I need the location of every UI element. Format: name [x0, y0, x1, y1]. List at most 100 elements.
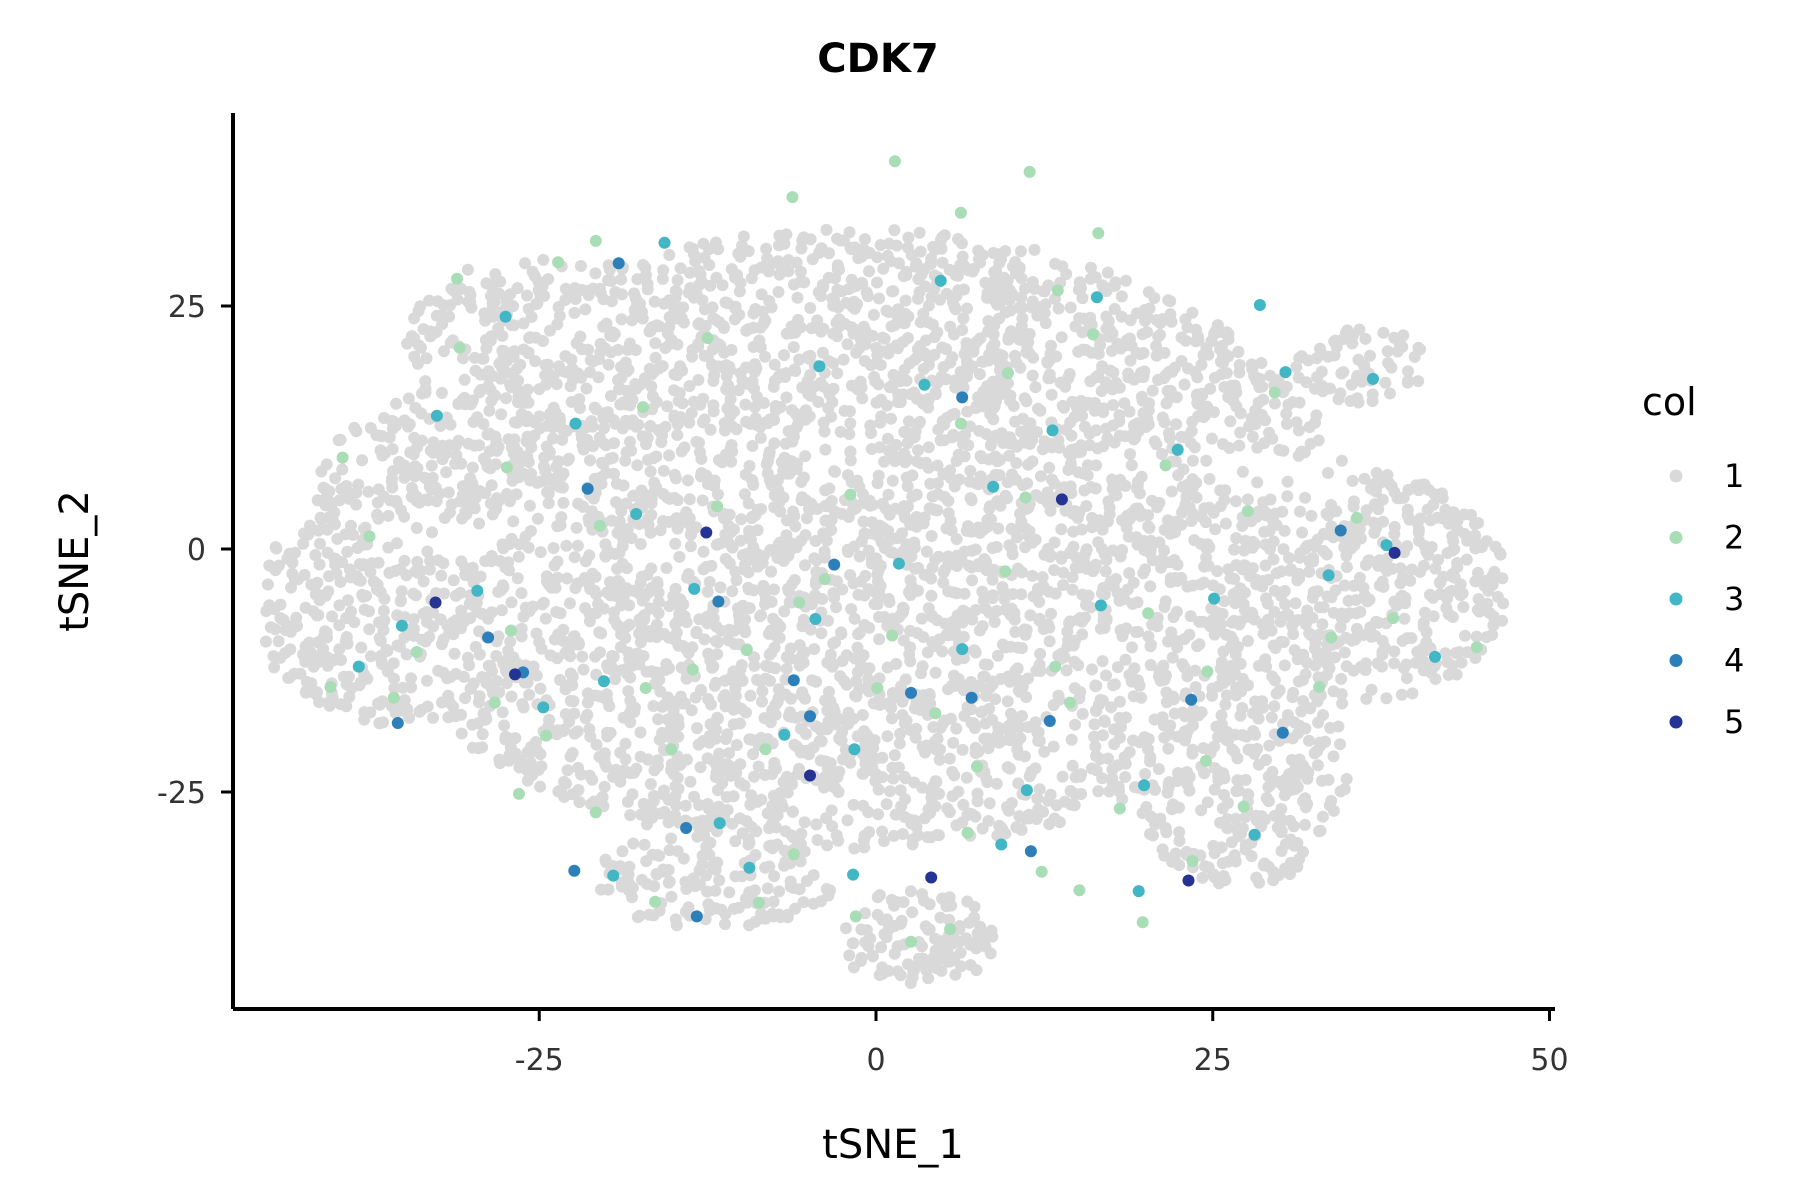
background-cell-point: [674, 593, 687, 606]
background-cell-point: [557, 623, 570, 636]
background-cell-point: [788, 738, 801, 751]
background-cell-point: [620, 562, 633, 575]
background-cell-point: [804, 302, 817, 314]
background-cell-point: [960, 771, 973, 784]
background-cell-point: [1029, 381, 1042, 394]
background-cell-point: [1336, 697, 1349, 710]
background-cell-point: [991, 455, 1004, 468]
background-cell-point: [1076, 707, 1089, 720]
background-cell-point: [310, 609, 323, 622]
background-cell-point: [969, 604, 982, 616]
background-cell-point: [1236, 465, 1249, 478]
background-cell-point: [772, 683, 785, 696]
background-cell-point: [683, 380, 696, 392]
background-cell-point: [1301, 798, 1314, 810]
background-cell-point: [602, 358, 615, 371]
background-cell-point: [557, 467, 570, 480]
background-cell-point: [1246, 562, 1259, 575]
background-cell-point: [1101, 432, 1114, 445]
background-cell-point: [472, 742, 485, 755]
background-cell-point: [602, 259, 615, 272]
background-cell-point: [737, 230, 750, 243]
background-cell-point: [719, 528, 732, 541]
background-cell-point: [400, 648, 413, 661]
background-cell-point: [267, 650, 280, 663]
background-cell-point: [1184, 436, 1197, 449]
background-cell-point: [1334, 621, 1347, 634]
background-cell-point: [974, 332, 987, 345]
background-cell-point: [1246, 362, 1259, 375]
background-cell-point: [1234, 407, 1247, 420]
background-cell-point: [624, 399, 637, 412]
background-cell-point: [644, 602, 657, 615]
background-cell-point: [1377, 326, 1390, 339]
background-cell-point: [1448, 543, 1461, 556]
background-cell-point: [545, 581, 558, 594]
background-cell-point: [881, 432, 894, 445]
background-cell-point: [1026, 369, 1039, 382]
background-cell-point: [826, 660, 839, 673]
background-cell-point: [646, 848, 659, 861]
background-cell-point: [1033, 783, 1046, 796]
background-cell-point: [835, 734, 848, 747]
background-cell-point: [555, 364, 568, 377]
background-cell-point: [1220, 327, 1233, 340]
background-cell-point: [297, 537, 310, 550]
background-cell-point: [842, 706, 855, 719]
background-cell-point: [644, 465, 657, 478]
background-cell-point: [970, 964, 983, 977]
background-cell-point: [1457, 601, 1470, 613]
background-cell-point: [1482, 580, 1495, 593]
background-cell-point: [1101, 282, 1114, 295]
background-cell-point: [1351, 392, 1364, 405]
background-cell-point: [459, 561, 472, 574]
background-cell-point: [1043, 635, 1056, 648]
background-cell-point: [825, 495, 838, 507]
background-cell-point: [1034, 647, 1047, 660]
background-cell-point: [1311, 759, 1324, 772]
background-cell-point: [345, 519, 357, 532]
background-cell-point: [1162, 635, 1174, 648]
background-cell-point: [1264, 493, 1277, 506]
background-cell-point: [592, 598, 605, 610]
background-cell-point: [734, 663, 747, 676]
background-cell-point: [954, 946, 967, 959]
background-cell-point: [663, 294, 676, 307]
background-cell-point: [390, 397, 403, 410]
background-cell-point: [1354, 605, 1367, 618]
background-cell-point: [398, 510, 411, 523]
background-cell-point: [851, 383, 864, 396]
background-cell-point: [1251, 441, 1264, 454]
background-cell-point: [1218, 595, 1231, 608]
background-cell-point: [1400, 672, 1413, 685]
background-cell-point: [1264, 779, 1277, 792]
background-cell-point: [729, 835, 742, 848]
background-cell-point: [1186, 415, 1199, 428]
background-cell-point: [371, 508, 383, 521]
background-cell-point: [1088, 718, 1101, 731]
background-cell-point: [1106, 473, 1119, 486]
background-cell-point: [848, 612, 861, 625]
background-cell-point: [966, 574, 979, 587]
background-cell-point: [1494, 548, 1507, 561]
background-cell-point: [1350, 622, 1363, 635]
background-cell-point: [660, 658, 673, 671]
background-cell-point: [713, 454, 725, 467]
background-cell-point: [899, 772, 912, 785]
background-cell-point: [894, 784, 907, 797]
background-cell-point: [1324, 721, 1337, 734]
background-cell-point: [960, 337, 973, 350]
background-cell-point: [571, 577, 584, 590]
background-cell-point: [824, 884, 836, 897]
background-cell-point: [696, 494, 709, 507]
background-cell-point: [482, 612, 495, 625]
background-cell-point: [692, 374, 705, 386]
background-cell-point: [1123, 567, 1136, 580]
background-cell-point: [1277, 444, 1290, 457]
background-cell-point: [1400, 658, 1413, 671]
background-cell-point: [1365, 683, 1378, 696]
background-cell-point: [1018, 623, 1031, 636]
background-cell-point: [538, 474, 551, 487]
background-cell-point: [626, 314, 638, 327]
background-cell-point: [476, 352, 489, 365]
